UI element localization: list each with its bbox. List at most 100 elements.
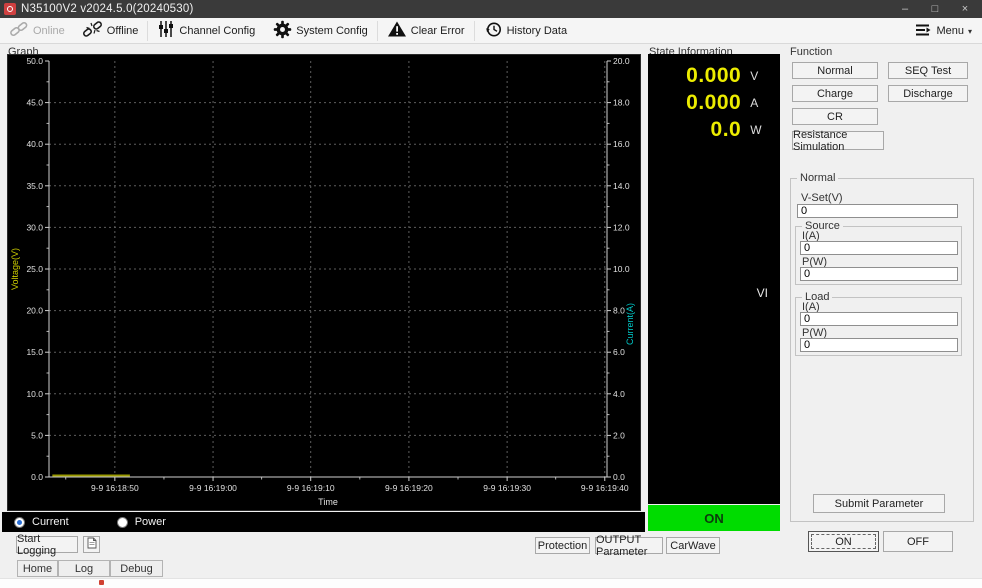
document-icon — [87, 537, 97, 552]
svg-text:9-9 16:19:10: 9-9 16:19:10 — [287, 483, 335, 493]
sliders-icon — [157, 20, 175, 41]
offline-button[interactable]: Offline — [74, 18, 148, 44]
svg-text:40.0: 40.0 — [26, 139, 43, 149]
function-button-resistance-simulation[interactable]: Resistance Simulation — [792, 129, 884, 153]
normal-parameter-group: Normal — [790, 172, 974, 522]
svg-text:35.0: 35.0 — [26, 181, 43, 191]
svg-text:Voltage(V): Voltage(V) — [10, 248, 20, 290]
svg-text:18.0: 18.0 — [613, 98, 630, 108]
current-readout: 0.000 A — [686, 91, 759, 114]
radio-power[interactable]: Power — [116, 516, 166, 528]
svg-text:50.0: 50.0 — [26, 56, 43, 66]
notification-dot — [99, 580, 104, 585]
toolbar-separator — [147, 20, 149, 41]
log-file-button[interactable] — [83, 536, 100, 553]
source-p-label: P(W) — [802, 256, 828, 268]
load-p-input[interactable] — [800, 338, 958, 352]
online-button[interactable]: Online — [0, 18, 74, 44]
history-clock-icon — [484, 20, 503, 42]
svg-text:0.0: 0.0 — [613, 472, 625, 482]
tab-debug[interactable]: Debug — [110, 560, 163, 577]
svg-text:Time: Time — [318, 497, 338, 507]
radio-unselected-icon — [116, 516, 128, 528]
radio-current[interactable]: Current — [14, 516, 69, 528]
voltage-current-chart: 50.0 20.0 45.0 18.0 40.0 16.0 35.0 14.0 30.0 12.0… — [7, 54, 641, 511]
system-config-button[interactable]: System Config — [264, 18, 377, 44]
svg-text:16.0: 16.0 — [613, 139, 630, 149]
svg-text:45.0: 45.0 — [26, 98, 43, 108]
svg-text:12.0: 12.0 — [613, 222, 630, 232]
protection-button[interactable]: Protection — [535, 537, 590, 554]
svg-text:10.0: 10.0 — [613, 264, 630, 274]
close-button[interactable]: × — [961, 3, 969, 15]
source-p-input[interactable] — [800, 267, 958, 281]
function-button-discharge[interactable]: Discharge — [888, 85, 968, 102]
svg-text:14.0: 14.0 — [613, 181, 630, 191]
svg-text:30.0: 30.0 — [26, 222, 43, 232]
channel-config-button[interactable]: Channel Config — [148, 18, 264, 44]
load-group: Load — [795, 291, 962, 356]
svg-text:15.0: 15.0 — [26, 347, 43, 357]
load-i-input[interactable] — [800, 312, 958, 326]
function-button-seq-test[interactable]: SEQ Test — [888, 62, 968, 79]
trace-select-bar: Current Power — [2, 512, 645, 532]
maximize-button[interactable]: □ — [931, 3, 939, 15]
svg-text:9-9 16:19:30: 9-9 16:19:30 — [483, 483, 531, 493]
menu-icon — [916, 23, 932, 40]
function-button-cr[interactable]: CR — [792, 108, 878, 125]
carwave-button[interactable]: CarWave — [666, 537, 720, 554]
status-strip — [0, 578, 982, 588]
app-logo-icon — [4, 3, 16, 15]
submit-parameter-button[interactable]: Submit Parameter — [813, 494, 945, 513]
toolbar-separator — [473, 20, 475, 41]
source-group: Source — [795, 220, 962, 285]
window-title: N35100V2 v2024.5.0(20240530) — [21, 3, 194, 15]
function-button-normal[interactable]: Normal — [792, 62, 878, 79]
gear-icon — [273, 20, 292, 42]
output-status-bar: ON — [648, 505, 780, 531]
function-panel-label: Function — [790, 46, 833, 58]
svg-text:9-9 16:19:40: 9-9 16:19:40 — [581, 483, 629, 493]
load-group-label: Load — [802, 291, 833, 303]
svg-text:5.0: 5.0 — [31, 430, 43, 440]
menu-button[interactable]: Menu ▾ — [916, 18, 972, 44]
toolbar: Online Offline Channel Config — [0, 18, 982, 44]
broken-link-icon — [82, 20, 103, 41]
svg-text:6.0: 6.0 — [613, 347, 625, 357]
minimize-button[interactable]: – — [901, 3, 909, 15]
svg-text:20.0: 20.0 — [613, 56, 630, 66]
state-readout-panel: 0.000 V 0.000 A 0.0 W VI — [648, 54, 780, 504]
radio-selected-icon — [14, 516, 25, 528]
source-i-label: I(A) — [802, 230, 820, 242]
start-logging-button[interactable]: Start Logging — [16, 533, 78, 557]
source-group-label: Source — [802, 220, 843, 232]
svg-text:8.0: 8.0 — [613, 306, 625, 316]
chevron-down-icon: ▾ — [967, 26, 972, 36]
mode-indicator: VI — [756, 286, 768, 300]
vset-input[interactable] — [797, 204, 958, 218]
voltage-readout: 0.000 V — [686, 64, 759, 87]
source-i-input[interactable] — [800, 241, 958, 255]
svg-text:10.0: 10.0 — [26, 389, 43, 399]
function-button-charge[interactable]: Charge — [792, 85, 878, 102]
load-i-label: I(A) — [802, 301, 820, 313]
svg-text:4.0: 4.0 — [613, 389, 625, 399]
title-bar: N35100V2 v2024.5.0(20240530) – □ × — [0, 0, 982, 18]
tab-log[interactable]: Log — [58, 560, 110, 577]
svg-text:9-9 16:19:00: 9-9 16:19:00 — [189, 483, 237, 493]
svg-text:9-9 16:19:20: 9-9 16:19:20 — [385, 483, 433, 493]
normal-group-label: Normal — [797, 172, 839, 184]
svg-text:2.0: 2.0 — [613, 430, 625, 440]
vset-label: V-Set(V) — [801, 192, 843, 204]
svg-text:9-9 16:18:50: 9-9 16:18:50 — [91, 483, 139, 493]
tab-home[interactable]: Home — [17, 560, 58, 577]
output-parameter-button[interactable]: OUTPUT Parameter — [595, 534, 663, 558]
output-off-button[interactable]: OFF — [883, 531, 953, 552]
svg-text:25.0: 25.0 — [26, 264, 43, 274]
power-readout: 0.0 W — [710, 118, 762, 141]
clear-error-button[interactable]: Clear Error — [378, 18, 474, 44]
output-on-button[interactable]: ON — [808, 531, 879, 552]
history-data-button[interactable]: History Data — [475, 18, 577, 44]
svg-text:0.0: 0.0 — [31, 472, 43, 482]
